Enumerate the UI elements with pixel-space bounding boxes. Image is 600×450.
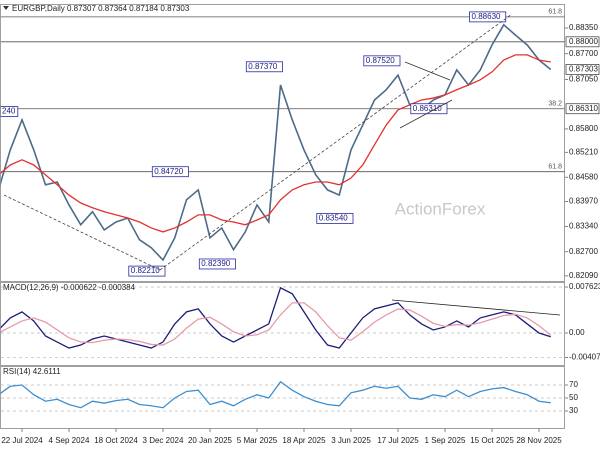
- annotation-label: 0.87520: [366, 56, 395, 65]
- x-tick-label: 15 Oct 2025: [470, 436, 514, 445]
- x-tick-label: 3 Jun 2025: [331, 436, 371, 445]
- annotation-box: [410, 103, 448, 115]
- panel-frame: [0, 366, 565, 429]
- y-tick-label: 0.82090: [569, 271, 598, 280]
- y-tick-label: 0.87700: [569, 49, 598, 58]
- series-line: [0, 380, 551, 409]
- level-label: 61.8: [548, 9, 562, 16]
- y-tick-label: 0.84580: [569, 172, 598, 181]
- y-tick-label: 50: [569, 393, 578, 402]
- y-tick-label: 0.007623: [569, 282, 600, 291]
- price-mark-box: [565, 36, 600, 48]
- plot-layer: 0.88350 0.87700 0.87050 0.85800 0.85210 0.845…: [0, 9, 600, 445]
- watermark: ActionForex: [395, 199, 486, 218]
- annotation-box: [363, 55, 401, 67]
- annotation-label: 240: [2, 107, 16, 116]
- x-tick-label: 18 Apr 2025: [282, 436, 326, 445]
- panel-frame: [0, 282, 565, 366]
- trend-line: [3, 194, 161, 271]
- x-tick-label: 20 Jan 2025: [188, 436, 233, 445]
- level-label: 61.8: [548, 164, 562, 171]
- level-label: 38.2: [548, 101, 562, 108]
- annotation-label: 0.88630: [472, 12, 501, 21]
- annotation-label: 0.82210: [131, 266, 160, 275]
- annotation-label: 0.87370: [248, 62, 277, 71]
- x-tick-label: 4 Sep 2024: [49, 436, 90, 445]
- x-tick-label: 18 Oct 2024: [94, 436, 138, 445]
- annotation-label: 0.84720: [154, 167, 183, 176]
- x-tick-label: 3 Dec 2024: [143, 436, 184, 445]
- annotation-box: [0, 106, 19, 117]
- price-mark-box: [565, 64, 600, 75]
- annotation-label: 0.82390: [201, 259, 230, 268]
- annotation-label: 0.86310: [413, 104, 442, 113]
- y-tick-label: -0.004073: [569, 353, 600, 362]
- panel-frame: [0, 4, 565, 282]
- series-line: [0, 302, 552, 346]
- y-tick-label: 0.87050: [569, 75, 598, 84]
- macd-title: MACD(12,26,9) -0.000622 -0.000384: [3, 283, 136, 292]
- price-mark-label: 0.86310: [569, 104, 598, 113]
- y-tick-label: 0.85210: [569, 147, 598, 156]
- y-tick-label: 0.85800: [569, 124, 598, 133]
- price-mark-box: [565, 103, 600, 115]
- trend-line: [391, 299, 561, 316]
- trend-line: [159, 13, 513, 271]
- annotation-box: [469, 11, 507, 23]
- price-mark-label: 0.87303: [569, 65, 598, 74]
- series-line: [0, 54, 551, 233]
- annotation-box: [128, 265, 166, 277]
- trend-line: [404, 61, 451, 81]
- trend-line: [399, 99, 453, 129]
- annotation-box: [151, 166, 189, 178]
- y-tick-label: 70: [569, 380, 578, 389]
- x-tick-label: 22 Jul 2024: [1, 436, 43, 445]
- y-tick-label: 0.83970: [569, 197, 598, 206]
- annotation-box: [245, 61, 283, 73]
- series-line: [0, 23, 552, 262]
- annotation-box: [198, 258, 236, 270]
- x-tick-label: 28 Nov 2025: [516, 436, 562, 445]
- x-tick-label: 1 Sep 2025: [425, 436, 466, 445]
- y-tick-label: 0.83340: [569, 221, 598, 230]
- y-tick-label: 0.82700: [569, 247, 598, 256]
- menu-arrow: [3, 6, 9, 10]
- rsi-title: RSI(14) 42.6111: [3, 367, 61, 376]
- annotation-box: [316, 213, 354, 224]
- y-tick-label: 0.00: [569, 328, 585, 337]
- y-tick-label: 0.88350: [569, 23, 598, 32]
- x-tick-label: 17 Jul 2025: [377, 436, 419, 445]
- series-line: [0, 286, 551, 349]
- annotation-label: 0.83540: [319, 214, 348, 223]
- x-tick-label: 5 Mar 2025: [237, 436, 278, 445]
- y-tick-label: 30: [569, 406, 578, 415]
- price-mark-label: 0.88000: [569, 37, 598, 46]
- chart-title: EURGBP,Daily 0.87307 0.87364 0.87184 0.8…: [12, 4, 190, 13]
